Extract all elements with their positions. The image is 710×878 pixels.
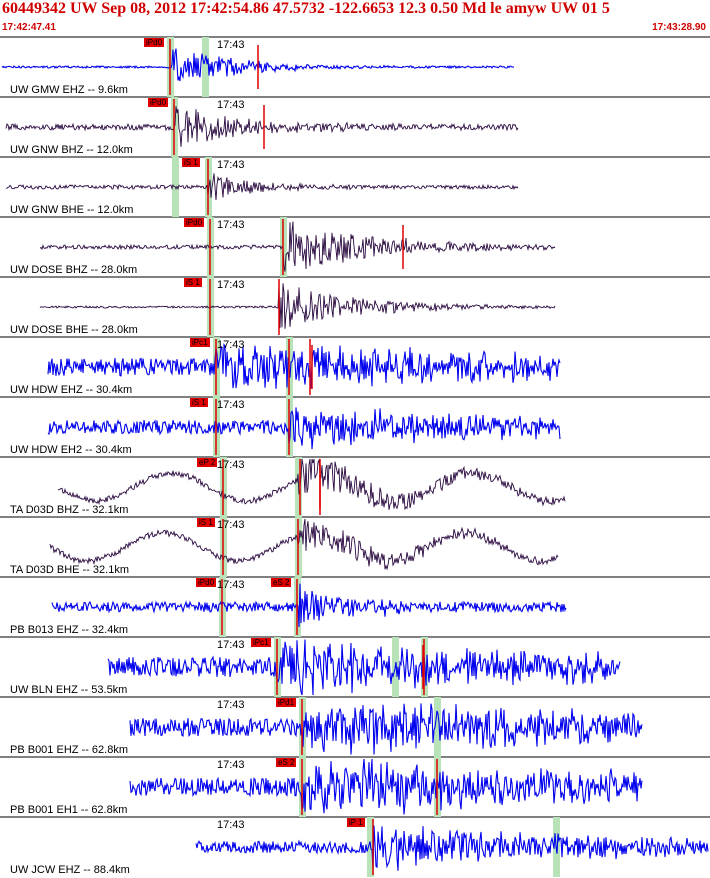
minute-label: 17:43 <box>217 759 245 771</box>
minute-label: 17:43 <box>217 459 245 471</box>
pick-tag[interactable]: eS 2 <box>271 578 292 587</box>
channel-label: UW DOSE BHZ -- 28.0km <box>10 264 138 276</box>
pick-tag[interactable]: eS 2 <box>276 758 297 767</box>
channel-label: UW GNW BHE -- 12.0km <box>10 204 134 216</box>
pick-tag[interactable]: iPd1 <box>276 698 297 707</box>
waveform-trace <box>47 407 561 450</box>
start-time: 17:42:47.41 <box>2 22 56 33</box>
waveform-trace <box>39 283 556 329</box>
pick-tag[interactable]: iS 1 <box>197 518 215 527</box>
pick-tag[interactable]: iPd0 <box>144 38 165 47</box>
channel-label: UW BLN EHZ -- 53.5km <box>10 684 128 696</box>
minute-label: 17:43 <box>217 39 245 51</box>
channel-label: PB B001 EHZ -- 62.8km <box>10 744 128 756</box>
waveform-trace <box>49 518 559 571</box>
waveforms <box>1 48 709 871</box>
pick-tag[interactable]: iS 1 <box>190 398 208 407</box>
minute-label: 17:43 <box>217 519 245 531</box>
pick-tag[interactable]: iPc1 <box>190 338 210 347</box>
channel-label: UW HDW EH2 -- 30.4km <box>10 444 132 456</box>
channel-label: PB B001 EH1 -- 62.8km <box>10 804 128 816</box>
minute-label: 17:43 <box>217 579 245 591</box>
panel-separators <box>0 36 710 818</box>
channel-label: UW HDW EHZ -- 30.4km <box>10 384 133 396</box>
pick-tag[interactable]: iPd0 <box>184 218 205 227</box>
pick-tag[interactable]: iPd0 <box>196 578 217 587</box>
waveform-trace <box>57 458 566 511</box>
pick-tag[interactable]: eP 2 <box>197 458 218 467</box>
channel-label: PB B013 EHZ -- 32.4km <box>10 624 128 636</box>
minute-label: 17:43 <box>217 279 245 291</box>
minute-label: 17:43 <box>217 99 245 111</box>
minute-label: 17:43 <box>217 639 245 651</box>
pick-tag[interactable]: iS 1 <box>182 158 200 167</box>
pick-window <box>434 697 441 757</box>
minute-label: 17:43 <box>217 339 245 351</box>
pick-tag[interactable]: iPc1 <box>251 638 271 647</box>
pick-tag[interactable]: iP 1 <box>347 818 365 827</box>
channel-label: UW GNW BHZ -- 12.0km <box>10 144 133 156</box>
waveform-trace <box>5 106 519 147</box>
end-time: 17:43:28.90 <box>652 22 706 33</box>
waveform-trace <box>47 342 561 389</box>
pick-tag[interactable]: iS 1 <box>184 278 202 287</box>
waveform-trace <box>129 703 643 755</box>
pick-lines <box>169 39 438 875</box>
pick-window <box>202 37 209 97</box>
waveform-trace <box>195 825 709 871</box>
minute-label: 17:43 <box>217 159 245 171</box>
minute-label: 17:43 <box>217 699 245 711</box>
waveform-trace <box>6 173 519 201</box>
channel-label: TA D03D BHZ -- 32.1km <box>10 504 129 516</box>
channel-label: TA D03D BHE -- 32.1km <box>10 564 129 576</box>
minute-label: 17:43 <box>217 219 245 231</box>
waveform-trace <box>129 758 643 815</box>
pick-tag[interactable]: iPd0 <box>148 98 169 107</box>
waveform-trace <box>39 221 556 272</box>
minute-label: 17:43 <box>217 399 245 411</box>
minute-label: 17:43 <box>217 819 245 831</box>
channel-label: UW DOSE BHE -- 28.0km <box>10 324 138 336</box>
event-header: 60449342 UW Sep 08, 2012 17:42:54.86 47.… <box>2 0 610 17</box>
channel-label: UW GMW EHZ -- 9.6km <box>10 84 128 96</box>
waveform-trace <box>107 639 621 696</box>
channel-label: UW JCW EHZ -- 88.4km <box>10 864 130 876</box>
waveform-trace <box>51 583 567 628</box>
